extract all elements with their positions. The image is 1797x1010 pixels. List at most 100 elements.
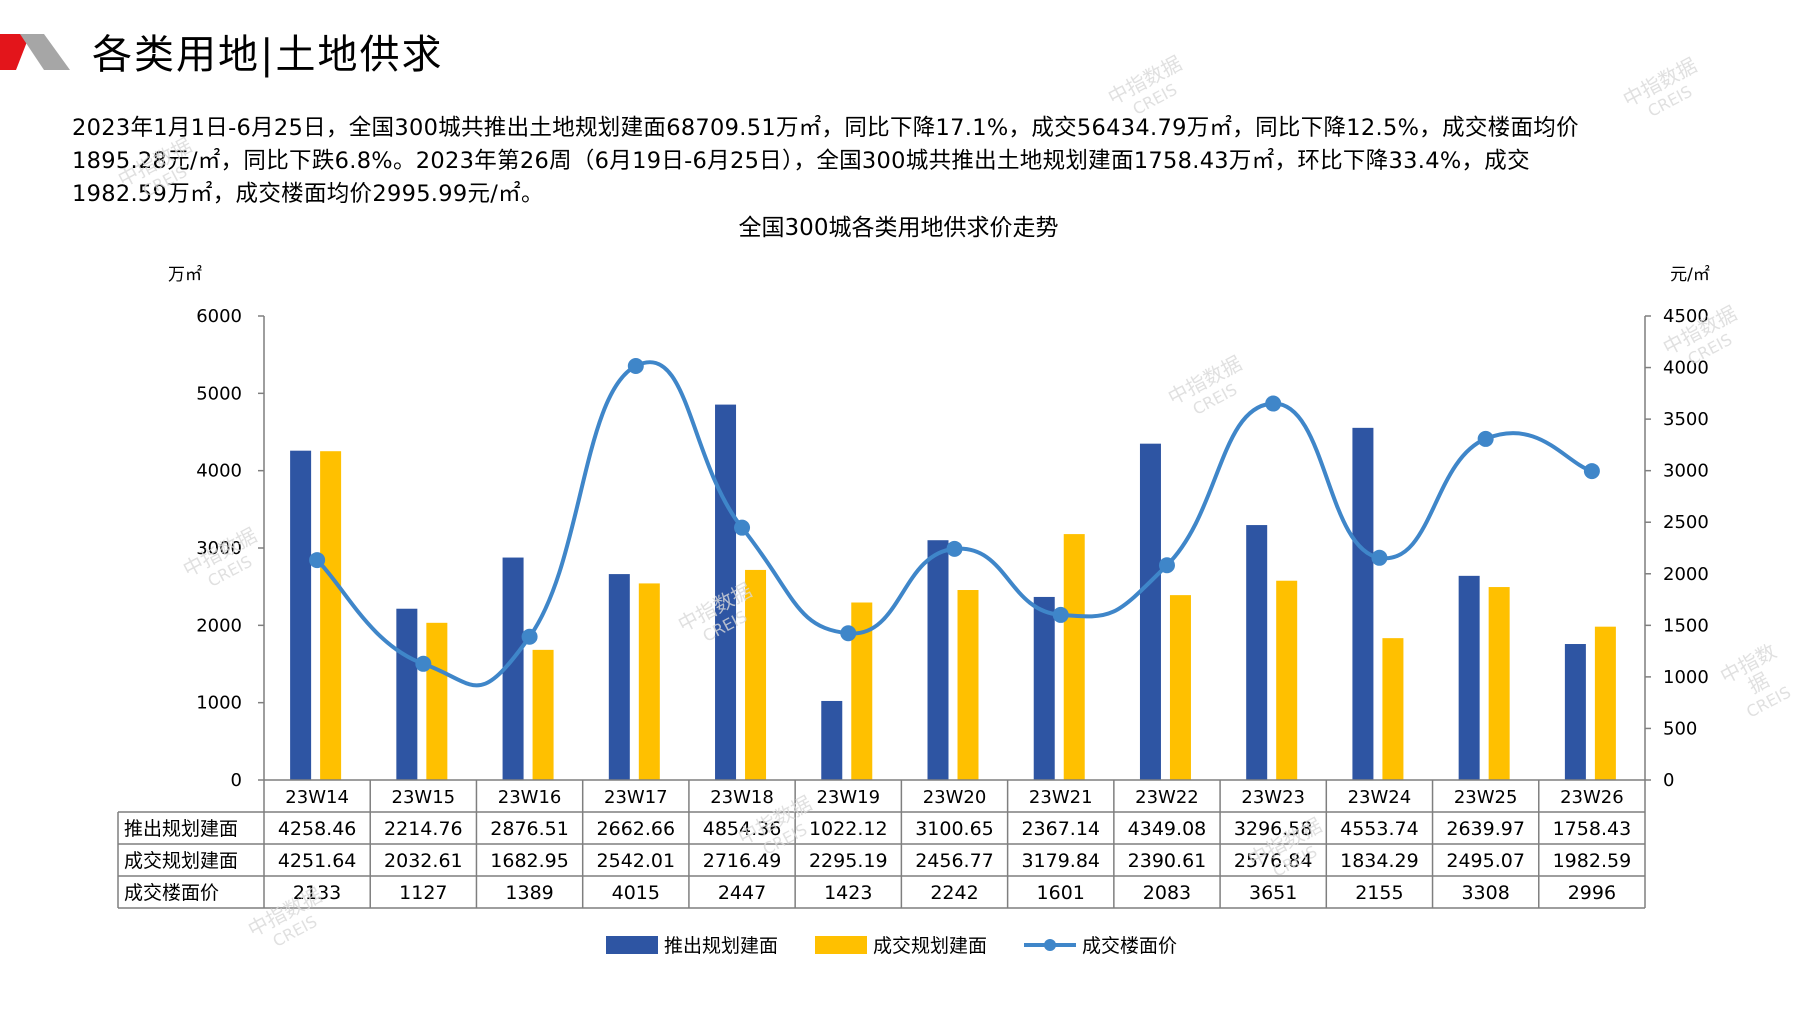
price-point (1371, 549, 1388, 566)
data-label: 2542.01 (597, 850, 676, 872)
right-axis-unit: 元/㎡ (1670, 265, 1710, 285)
bar-deal (957, 590, 979, 780)
bar-supply (1139, 443, 1161, 780)
bar-deal (1382, 638, 1404, 780)
bar-supply (608, 574, 630, 780)
data-label: 2367.14 (1021, 818, 1100, 840)
data-label: 4349.08 (1128, 818, 1207, 840)
left-axis-tick-label: 6000 (196, 306, 242, 327)
bar-supply (715, 404, 737, 780)
right-axis-tick-label: 4500 (1663, 306, 1709, 327)
data-label: 2133 (293, 882, 341, 904)
bar-deal (426, 622, 448, 780)
data-label: 3651 (1249, 882, 1297, 904)
data-label: 1389 (505, 882, 553, 904)
bar-supply (927, 540, 949, 780)
price-line (315, 360, 1593, 688)
bar-deal (851, 602, 873, 780)
right-axis-tick-label: 4000 (1663, 358, 1709, 379)
summary-line: 2023年1月1日-6月25日，全国300城共推出土地规划建面68709.51万… (72, 115, 1579, 141)
x-axis-tick-label: 23W14 (285, 787, 349, 808)
right-axis-tick-label: 0 (1663, 770, 1674, 791)
data-label: 1982.59 (1553, 850, 1632, 872)
x-axis-tick-label: 23W23 (1241, 787, 1305, 808)
data-label: 1127 (399, 882, 447, 904)
data-label: 1682.95 (490, 850, 569, 872)
price-point (627, 358, 644, 375)
bar-deal (1488, 587, 1510, 780)
data-label: 4553.74 (1340, 818, 1419, 840)
bar-supply (1458, 575, 1480, 780)
data-label: 2456.77 (915, 850, 994, 872)
bar-deal (1276, 580, 1298, 780)
data-label: 4015 (612, 882, 660, 904)
data-label: 2716.49 (703, 850, 782, 872)
data-label: 1601 (1037, 882, 1085, 904)
data-label: 2295.19 (809, 850, 888, 872)
table-row-label: 成交规划建面 (124, 850, 238, 872)
price-point (309, 552, 326, 569)
bar-deal (745, 569, 767, 780)
x-axis-tick-label: 23W26 (1560, 787, 1624, 808)
legend-swatch-price-marker (1044, 939, 1056, 951)
table-row-label: 推出规划建面 (124, 818, 238, 840)
chart-title: 全国300城各类用地供求价走势 (738, 215, 1059, 241)
data-label: 3308 (1461, 882, 1509, 904)
bar-deal (638, 583, 660, 780)
right-axis-tick-label: 1500 (1663, 615, 1709, 636)
left-axis-tick-label: 4000 (196, 461, 242, 482)
price-point (1158, 557, 1175, 574)
price-point (415, 655, 432, 672)
data-label: 2576.84 (1234, 850, 1313, 872)
table-row-label: 成交楼面价 (124, 882, 219, 904)
bar-supply (1033, 596, 1055, 780)
price-point (1477, 430, 1494, 447)
x-axis-tick-label: 23W21 (1029, 787, 1093, 808)
data-label: 2032.61 (384, 850, 463, 872)
bar-supply (396, 608, 418, 780)
x-axis-tick-label: 23W25 (1454, 787, 1518, 808)
x-axis-tick-label: 23W16 (498, 787, 562, 808)
bar-supply (1564, 644, 1586, 780)
x-axis-tick-label: 23W24 (1348, 787, 1412, 808)
bar-deal (1594, 626, 1616, 780)
price-point (521, 628, 538, 645)
x-axis-tick-label: 23W19 (816, 787, 880, 808)
x-axis-tick-label: 23W15 (392, 787, 456, 808)
data-label: 2083 (1143, 882, 1191, 904)
right-axis-tick-label: 3000 (1663, 461, 1709, 482)
legend-label: 成交楼面价 (1082, 935, 1177, 957)
left-axis-tick-label: 3000 (196, 538, 242, 559)
data-label: 4854.36 (703, 818, 782, 840)
x-axis-tick-label: 23W20 (923, 787, 987, 808)
price-point (946, 540, 963, 557)
data-label: 3296.58 (1234, 818, 1313, 840)
data-label: 1423 (824, 882, 872, 904)
price-point (1583, 463, 1600, 480)
bar-supply (502, 557, 524, 780)
data-label: 1758.43 (1553, 818, 1632, 840)
bar-supply (290, 450, 312, 780)
data-label: 4251.64 (278, 850, 357, 872)
right-axis-tick-label: 3500 (1663, 409, 1709, 430)
bar-supply (1352, 427, 1374, 780)
left-axis-tick-label: 0 (231, 770, 242, 791)
bar-supply (821, 700, 843, 780)
data-label: 2662.66 (597, 818, 676, 840)
data-label: 3179.84 (1021, 850, 1100, 872)
bar-deal (532, 649, 554, 780)
left-axis-tick-label: 5000 (196, 383, 242, 404)
data-label: 2214.76 (384, 818, 463, 840)
data-label: 4258.46 (278, 818, 357, 840)
right-axis-tick-label: 1000 (1663, 667, 1709, 688)
data-label: 2639.97 (1446, 818, 1525, 840)
page-title: 各类用地|土地供求 (92, 32, 444, 78)
bar-deal (320, 451, 342, 780)
bar-supply (1246, 525, 1268, 780)
data-label: 2495.07 (1446, 850, 1525, 872)
legend-label: 成交规划建面 (873, 935, 987, 957)
price-point (1265, 395, 1282, 412)
x-axis-tick-label: 23W22 (1135, 787, 1199, 808)
left-axis-unit: 万㎡ (168, 265, 202, 285)
data-label: 1022.12 (809, 818, 888, 840)
